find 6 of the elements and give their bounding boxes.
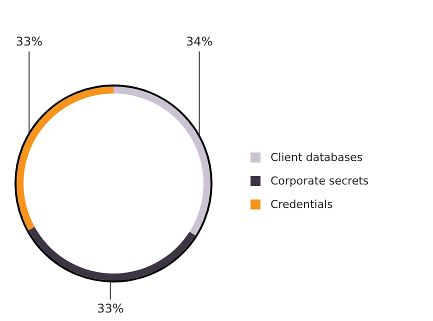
legend-label: Client databases bbox=[270, 151, 363, 164]
legend-label: Corporate secrets bbox=[270, 174, 369, 188]
data-label: 34% bbox=[186, 34, 213, 48]
data-label: 33% bbox=[16, 34, 42, 48]
data-label: 33% bbox=[97, 302, 124, 316]
legend-label: Credentials bbox=[270, 198, 334, 211]
